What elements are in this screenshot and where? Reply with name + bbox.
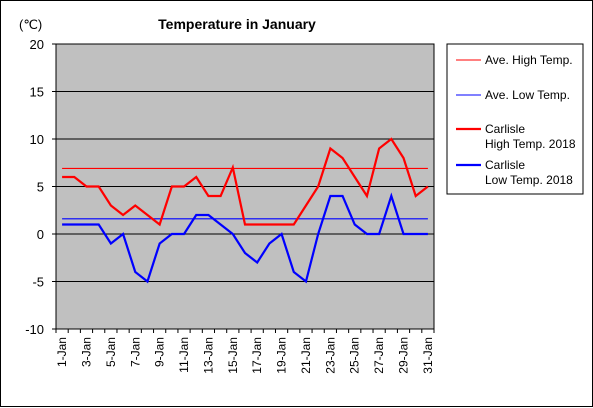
x-tick-label: 9-Jan [153,337,167,367]
legend-box [446,43,584,195]
legend-label: Ave. High Temp. [485,53,573,67]
x-tick-label: 31-Jan [421,337,435,374]
x-tick-label: 15-Jan [226,337,240,374]
series-line [62,192,428,284]
y-tick-label: -5 [32,275,44,290]
x-tick-label: 13-Jan [201,337,215,374]
x-tick-label: 21-Jan [299,337,313,374]
x-tick-label: 7-Jan [128,337,142,367]
x-tick-label: 25-Jan [348,337,362,374]
y-tick-label: 5 [37,180,44,195]
x-tick-label: 5-Jan [104,337,118,367]
legend-label: Carlisle [485,122,525,136]
legend-label: Ave. Low Temp. [485,88,570,102]
y-tick-label: 0 [37,227,44,242]
y-tick-label: 15 [30,85,44,100]
y-unit-label: (℃) [19,17,42,32]
legend-label: Low Temp. 2018 [485,173,573,187]
x-tick-label: 23-Jan [323,337,337,374]
x-tick-label: 17-Jan [250,337,264,374]
x-tick-label: 3-Jan [79,337,93,367]
x-tick-label: 19-Jan [275,337,289,374]
plot-area: 20 15 10 5 0 -5 -10 1-Jan 3-Jan 5-Jan 7-Jan 9-Jan 11… [25,37,435,374]
y-tick-label: 10 [30,132,44,147]
x-tick-label: 29-Jan [397,337,411,374]
series-line [62,137,429,227]
legend-label: Carlisle [485,158,525,172]
x-tick-label: 1-Jan [55,337,69,367]
x-tick-label: 11-Jan [177,337,191,373]
x-tick-label: 27-Jan [372,337,386,374]
chart-title: Temperature in January [158,16,316,32]
legend-label: High Temp. 2018 [485,137,576,151]
y-tick-label: 20 [30,37,44,52]
legend: Ave. High Temp.Ave. Low Temp.CarlisleHig… [446,43,584,195]
y-tick-label: -10 [25,322,44,337]
